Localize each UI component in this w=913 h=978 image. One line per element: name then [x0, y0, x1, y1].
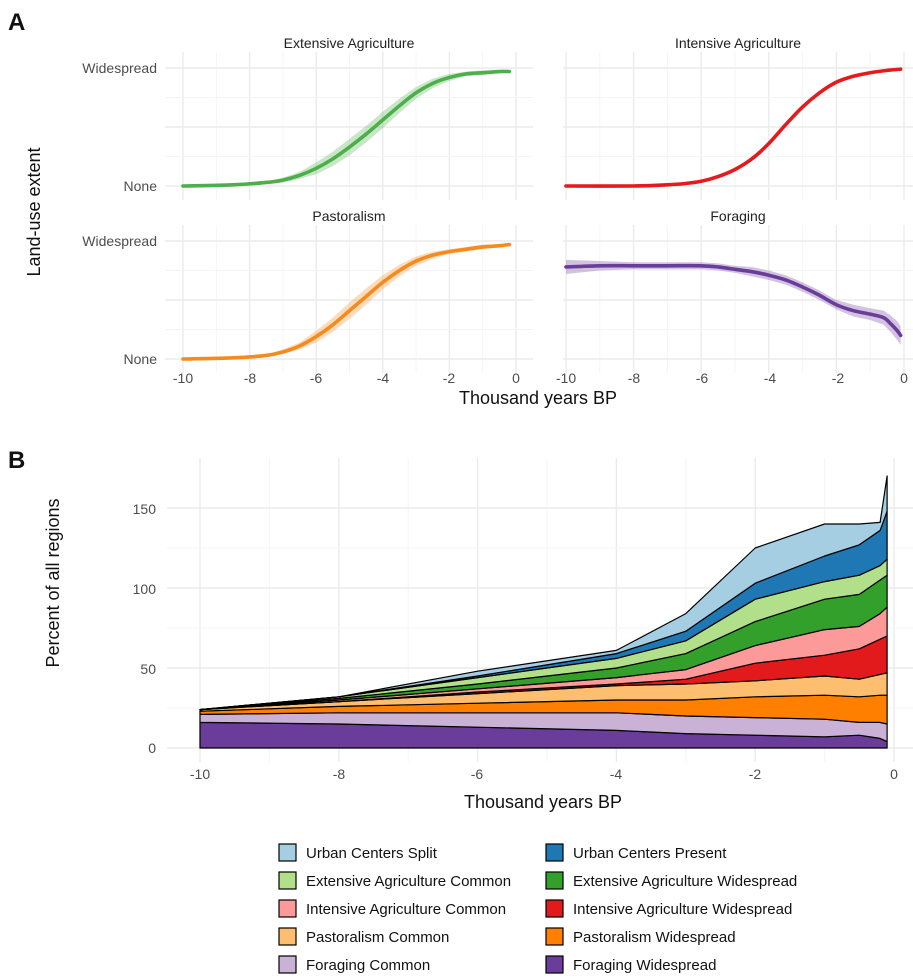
legend-label: Extensive Agriculture Widespread	[573, 873, 797, 890]
legend-swatch	[545, 843, 564, 862]
legend-swatch	[278, 927, 297, 946]
legend-item: Pastoralism Widespread	[545, 927, 736, 946]
panel-b-letter: B	[8, 447, 25, 474]
legend-label: Pastoralism Common	[306, 929, 449, 946]
panel-b-stacked-area	[167, 458, 913, 762]
trend-line	[564, 263, 903, 338]
legend-item: Extensive Agriculture Common	[278, 871, 511, 890]
panel-a-letter: A	[8, 9, 25, 36]
legend-item: Intensive Agriculture Common	[278, 899, 506, 918]
legend-swatch	[545, 871, 564, 890]
b-x-tick-0: 0	[890, 766, 898, 782]
b-x-tick-m6: -6	[471, 766, 484, 782]
b-y-tick-100: 100	[133, 581, 157, 597]
trend-line	[564, 67, 903, 188]
legend-item: Urban Centers Present	[545, 843, 727, 862]
panel-b-y-axis-title: Percent of all regions	[43, 498, 63, 667]
a-left-x-tick-m8: -8	[244, 370, 257, 386]
b-y-tick-150: 150	[133, 501, 157, 517]
legend-swatch	[278, 955, 297, 974]
a-bottom-y-tick-none: None	[124, 351, 158, 367]
panel-a-y-axis-title: Land-use extent	[24, 147, 44, 276]
facet-pastoralism: Pastoralism	[165, 208, 533, 373]
a-bottom-y-tick-widespread: Widespread	[82, 233, 157, 249]
facet-foraging: Foraging	[563, 208, 913, 373]
panel-a-x-axis-title: Thousand years BP	[459, 388, 617, 408]
facet-title: Pastoralism	[312, 208, 385, 224]
legend-label: Foraging Common	[306, 957, 430, 974]
facet-title: Intensive Agriculture	[675, 35, 801, 51]
facet-title: Extensive Agriculture	[284, 35, 415, 51]
a-right-x-tick-m4: -4	[764, 370, 777, 386]
legend-label: Urban Centers Present	[573, 845, 727, 862]
a-right-x-tick-m2: -2	[832, 370, 845, 386]
legend-label: Pastoralism Widespread	[573, 929, 736, 946]
facet-title: Foraging	[710, 208, 765, 224]
legend-item: Pastoralism Common	[278, 927, 449, 946]
trend-line	[181, 242, 512, 361]
legend-swatch	[545, 927, 564, 946]
legend-swatch	[545, 899, 564, 918]
b-x-tick-m10: -10	[190, 766, 210, 782]
legend-swatch	[545, 955, 564, 974]
facet-extensive-agriculture: Extensive Agriculture	[165, 35, 533, 200]
legend-item: Urban Centers Split	[278, 843, 438, 862]
legend-label: Foraging Widespread	[573, 957, 716, 974]
b-x-tick-m8: -8	[333, 766, 346, 782]
a-right-x-tick-m8: -8	[628, 370, 641, 386]
legend-label: Extensive Agriculture Common	[306, 873, 511, 890]
confidence-band	[183, 70, 510, 186]
legend-item: Foraging Widespread	[545, 955, 716, 974]
legend-item: Extensive Agriculture Widespread	[545, 871, 797, 890]
a-left-x-tick-m4: -4	[377, 370, 390, 386]
facet-intensive-agriculture: Intensive Agriculture	[563, 35, 913, 200]
a-right-x-tick-m6: -6	[696, 370, 709, 386]
a-left-x-tick-m6: -6	[310, 370, 323, 386]
legend-swatch	[278, 843, 297, 862]
b-y-tick-50: 50	[140, 661, 156, 677]
legend-item: Intensive Agriculture Widespread	[545, 899, 792, 918]
confidence-band	[566, 259, 901, 345]
legend-label: Intensive Agriculture Common	[306, 901, 506, 918]
legend-swatch	[278, 871, 297, 890]
panel-b-areas	[199, 475, 888, 749]
a-left-x-tick-m10: -10	[173, 370, 193, 386]
legend: Urban Centers Split Urban Centers Present…	[278, 843, 797, 974]
legend-swatch	[278, 899, 297, 918]
b-x-tick-m2: -2	[749, 766, 762, 782]
legend-label: Intensive Agriculture Widespread	[573, 901, 792, 918]
a-left-x-tick-m2: -2	[443, 370, 456, 386]
b-x-tick-m4: -4	[610, 766, 623, 782]
a-top-y-tick-widespread: Widespread	[82, 60, 157, 76]
trend-line	[181, 69, 512, 188]
a-right-x-tick-m10: -10	[556, 370, 576, 386]
confidence-band	[183, 243, 510, 359]
legend-label: Urban Centers Split	[306, 845, 438, 862]
a-left-x-tick-0: 0	[512, 370, 520, 386]
legend-item: Foraging Common	[278, 955, 430, 974]
b-y-tick-0: 0	[148, 740, 156, 756]
area-urban-centers-split	[199, 475, 888, 711]
a-right-x-tick-0: 0	[900, 370, 908, 386]
panel-b-x-axis-title: Thousand years BP	[464, 792, 622, 812]
a-top-y-tick-none: None	[124, 178, 158, 194]
